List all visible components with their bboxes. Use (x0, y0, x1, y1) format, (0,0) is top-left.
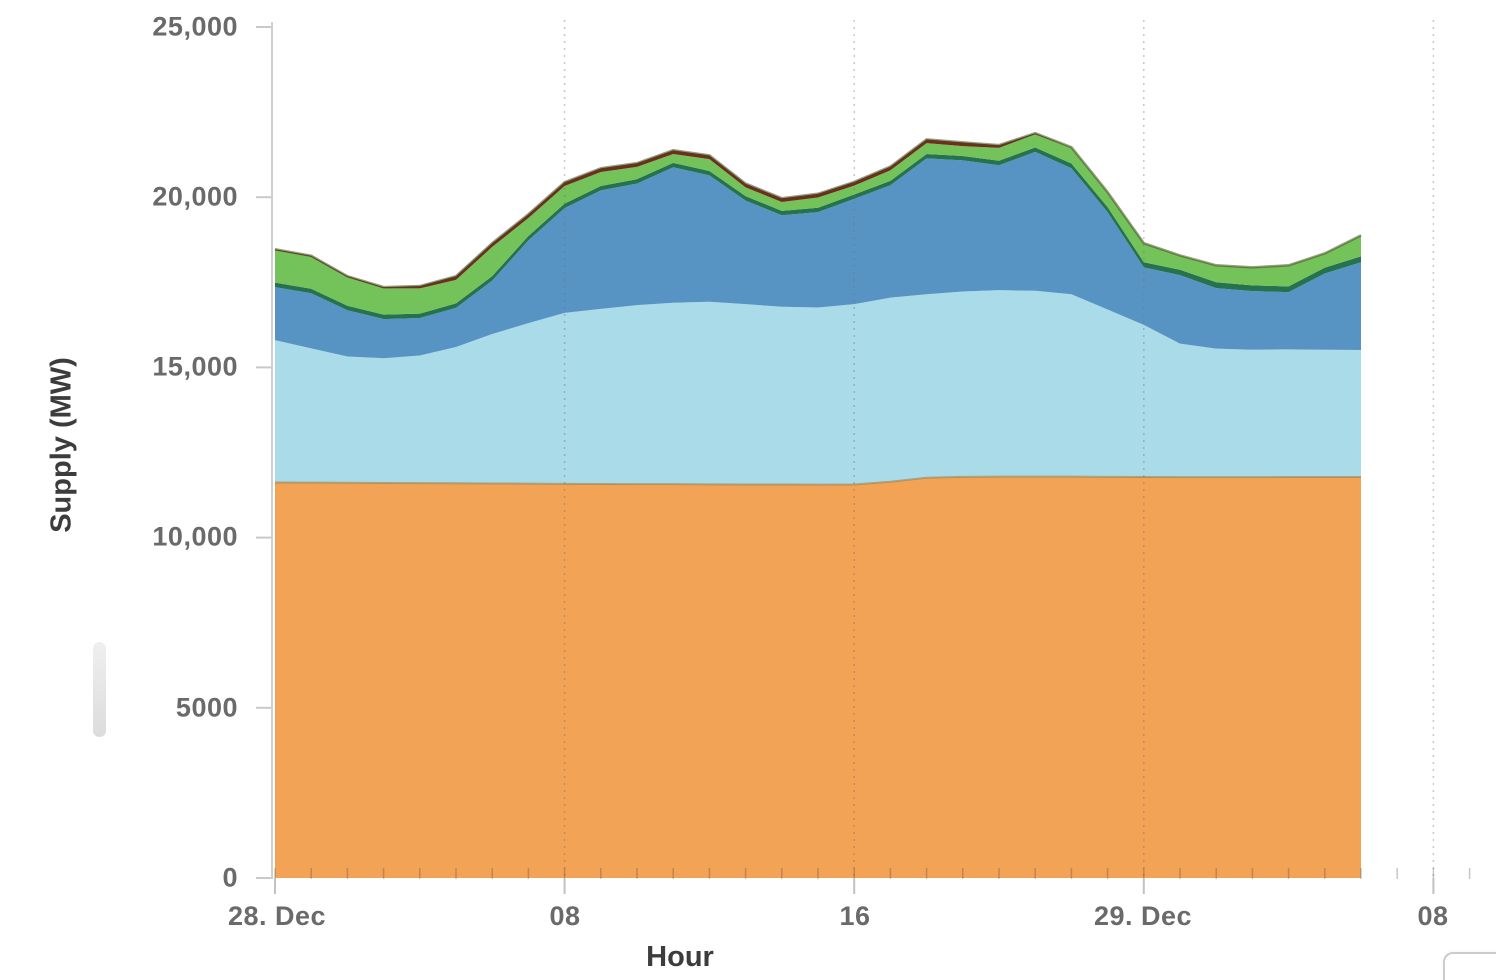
area-series-light-blue (275, 290, 1361, 485)
x-tick-label-08b: 08 (1417, 901, 1449, 931)
y-tick-label-25000: 25,000 (152, 11, 238, 42)
corner-panel[interactable] (1443, 952, 1496, 980)
y-axis-title: Supply (MW) (45, 357, 78, 533)
y-tick-label-5000: 5000 (175, 692, 238, 723)
area-series-dark-blue (275, 151, 1361, 359)
x-tick-label-16: 16 (839, 901, 871, 931)
y-tick-label-20000: 20,000 (152, 181, 238, 212)
y-tick-label-0: 0 (222, 862, 238, 893)
x-tick-label-28dec: 28. Dec (227, 901, 327, 931)
x-tick-label-08a: 08 (549, 901, 581, 931)
area-series-green (275, 134, 1361, 315)
y-tick-label-15000: 15,000 (152, 351, 238, 382)
area-series-orange (275, 476, 1361, 878)
x-axis-title: Hour (646, 941, 714, 973)
orange-top-outline (274, 475, 1361, 486)
scrollbar-thumb[interactable] (93, 642, 106, 737)
y-tick-label-10000: 10,000 (152, 521, 238, 552)
total-top-outline (274, 131, 1362, 289)
x-tick-label-29dec: 29. Dec (1093, 901, 1193, 931)
